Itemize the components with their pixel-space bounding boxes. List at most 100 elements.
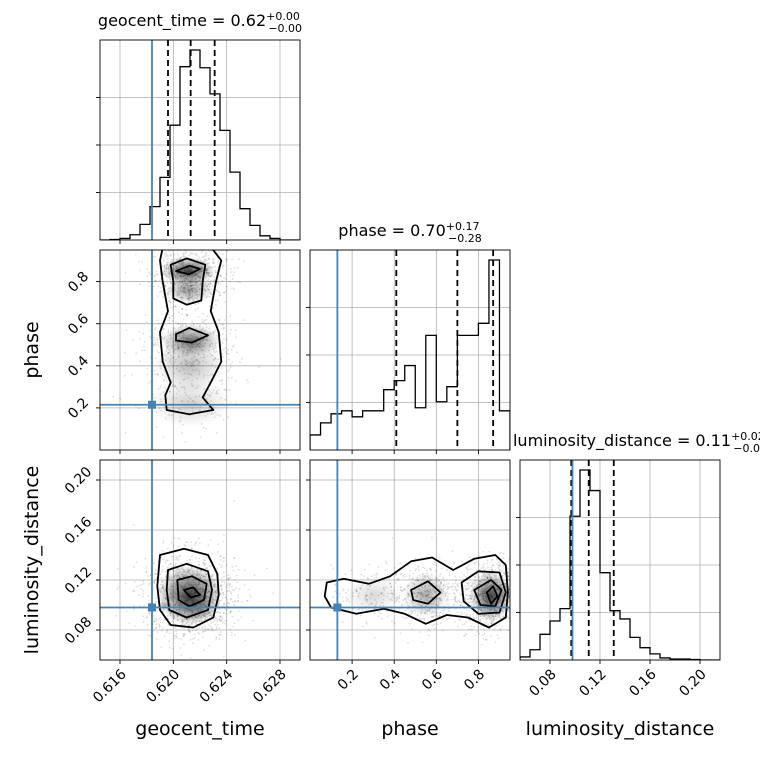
contour-level-2	[176, 575, 208, 608]
sample-point	[471, 581, 473, 584]
sample-point	[459, 619, 462, 621]
sample-point	[230, 349, 233, 351]
sample-point	[222, 540, 225, 543]
sample-point	[218, 627, 221, 630]
sample-point	[236, 266, 239, 269]
sample-point	[241, 601, 243, 603]
sample-point	[331, 596, 334, 599]
sample-point	[229, 611, 232, 614]
sample-point	[221, 564, 224, 567]
sample-point	[237, 600, 240, 603]
sample-point	[438, 557, 441, 560]
sample-point	[133, 608, 135, 611]
sample-point	[450, 585, 453, 588]
sample-point	[226, 352, 229, 355]
sample-point	[473, 617, 476, 620]
sample-point	[502, 552, 505, 555]
sample-point	[182, 635, 184, 638]
sample-point	[196, 307, 199, 310]
sample-point	[166, 629, 169, 631]
sample-point	[400, 589, 403, 592]
sample-point	[238, 588, 241, 591]
sample-point	[168, 299, 171, 301]
sample-point	[223, 581, 226, 584]
sample-point	[231, 376, 233, 379]
sample-point	[208, 624, 211, 627]
sample-point	[164, 285, 167, 288]
sample-point	[168, 316, 171, 319]
sample-point	[222, 560, 225, 563]
sample-point	[232, 344, 235, 347]
sample-point	[465, 614, 467, 616]
sample-point	[191, 547, 193, 549]
sample-point	[167, 297, 170, 299]
sample-point	[196, 254, 199, 257]
sample-point	[507, 629, 510, 632]
sample-point	[212, 260, 215, 262]
sample-point	[467, 582, 470, 585]
sample-point	[399, 562, 401, 565]
sample-point	[237, 568, 240, 571]
sample-point	[253, 574, 256, 577]
sample-point	[220, 576, 223, 579]
sample-point	[232, 589, 235, 591]
sample-point	[215, 304, 217, 306]
sample-point	[202, 561, 205, 564]
sample-point	[429, 630, 431, 632]
sample-point	[469, 604, 472, 606]
sample-point	[136, 585, 139, 588]
pair-frame	[99, 249, 301, 451]
sample-point	[429, 568, 432, 571]
sample-point	[475, 616, 478, 619]
sample-point	[222, 264, 225, 267]
sample-point	[223, 603, 226, 605]
sample-point	[156, 638, 158, 641]
sample-point	[229, 576, 232, 579]
sample-point	[147, 575, 150, 578]
sample-point	[423, 618, 426, 621]
sample-point	[456, 589, 459, 591]
sample-point	[153, 620, 156, 623]
sample-point	[219, 282, 222, 285]
sample-point	[153, 336, 156, 339]
sample-point	[201, 312, 204, 315]
sample-point	[200, 251, 203, 254]
sample-point	[169, 300, 172, 303]
sample-point	[495, 558, 498, 561]
sample-point	[223, 291, 226, 294]
sample-point	[222, 327, 225, 330]
sample-point	[156, 273, 159, 276]
sample-point	[210, 565, 212, 568]
title-value: phase = 0.70	[338, 221, 445, 240]
sample-point	[234, 600, 236, 603]
sample-point	[223, 337, 225, 340]
sample-point	[482, 566, 485, 569]
sample-point	[455, 590, 458, 592]
sample-point	[229, 363, 232, 366]
sample-point	[246, 599, 249, 602]
sample-point	[430, 569, 432, 572]
sample-point	[172, 305, 175, 308]
sample-point	[219, 619, 222, 622]
sample-point	[153, 581, 155, 584]
sample-point	[143, 341, 146, 343]
sample-point	[125, 329, 128, 332]
sample-point	[386, 615, 389, 618]
sample-point	[454, 597, 456, 599]
pair-content	[310, 460, 510, 660]
sample-point	[231, 278, 234, 280]
sample-point	[465, 594, 468, 596]
sample-point	[228, 368, 231, 370]
sample-point	[211, 258, 214, 261]
pair-content	[100, 460, 300, 660]
sample-point	[221, 618, 224, 621]
sample-point	[153, 369, 156, 372]
sample-point	[232, 274, 235, 277]
sample-point	[423, 567, 426, 570]
sample-point	[433, 623, 436, 626]
sample-point	[498, 568, 501, 570]
sample-point	[124, 271, 127, 274]
sample-point	[130, 373, 133, 376]
sample-point	[442, 612, 444, 614]
sample-point	[197, 632, 200, 634]
